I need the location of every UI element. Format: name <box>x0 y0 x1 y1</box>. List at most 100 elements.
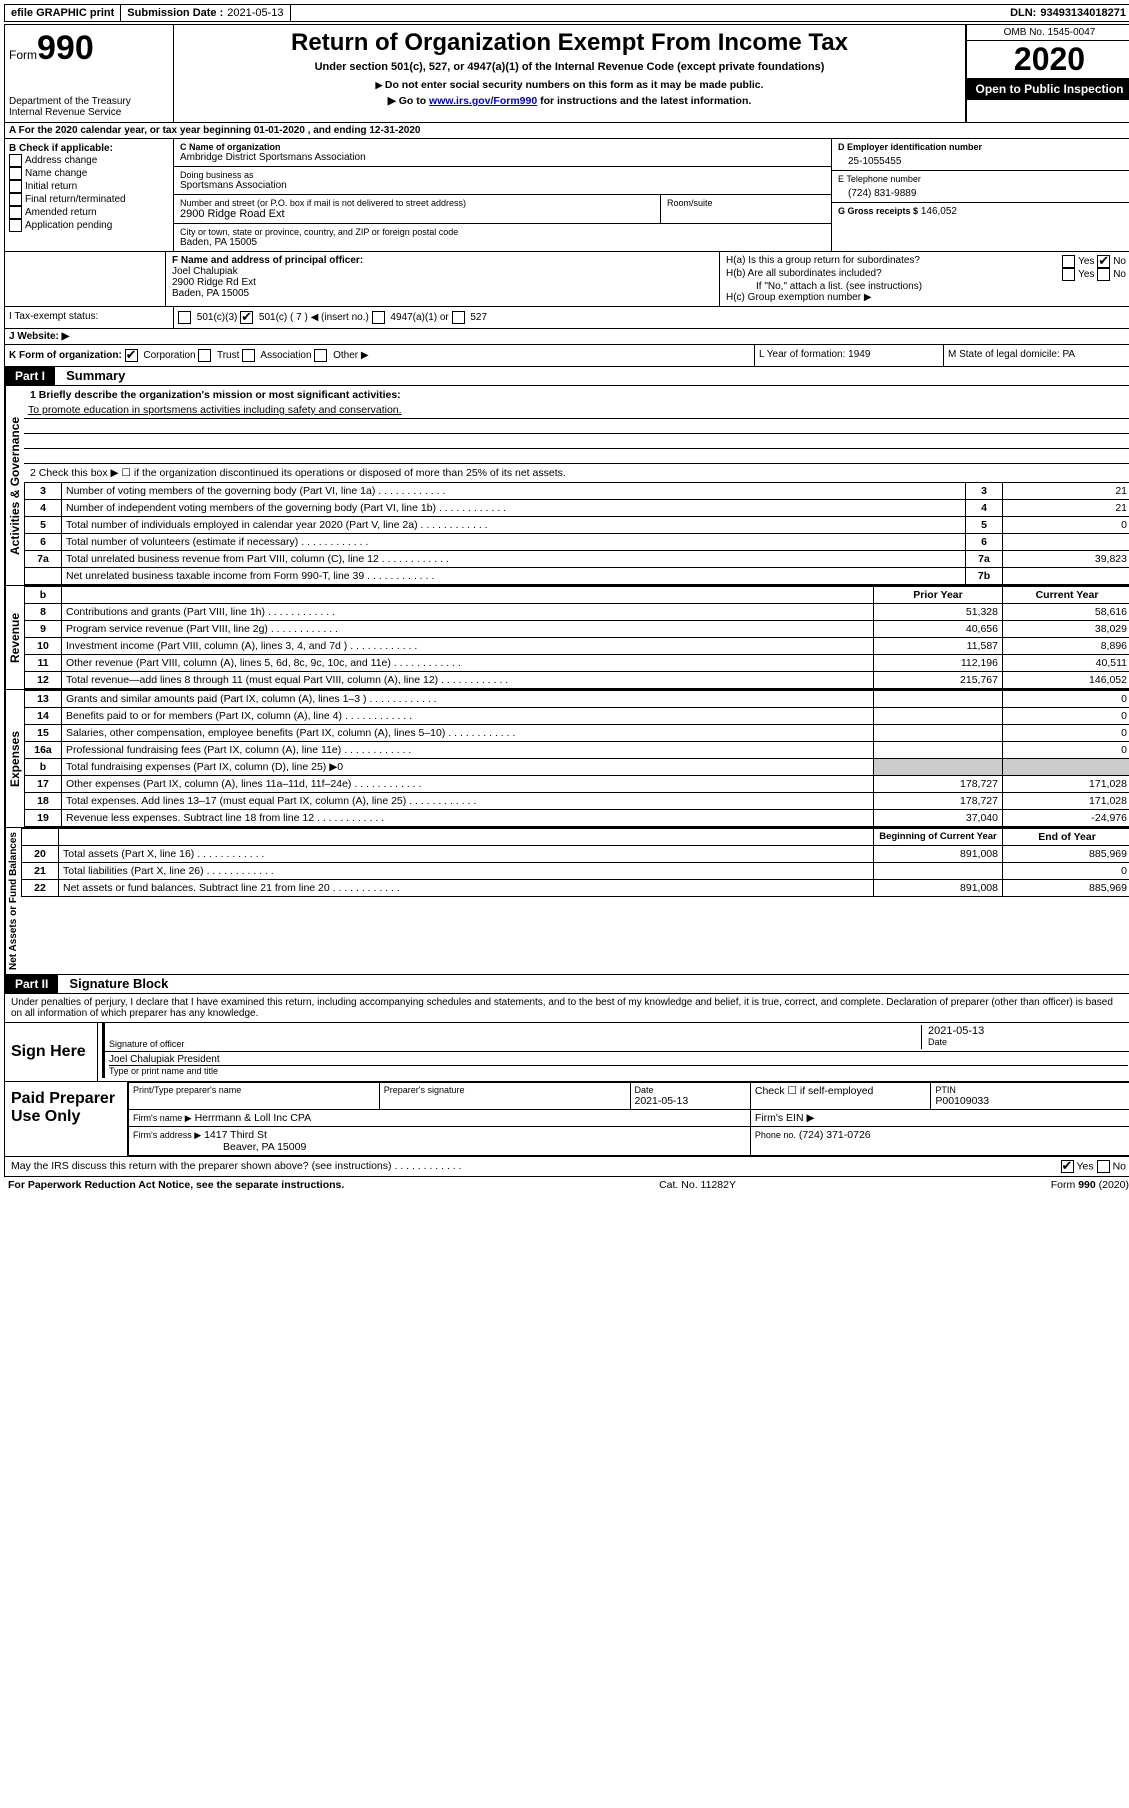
note2-post: for instructions and the latest informat… <box>537 95 751 107</box>
table-row: 19Revenue less expenses. Subtract line 1… <box>25 810 1129 827</box>
discuss-no-text: No <box>1113 1160 1126 1172</box>
dln-cell: DLN: 93493134018271 <box>1004 5 1129 21</box>
side-rev: Revenue <box>5 586 24 689</box>
dba: Sportsmans Association <box>180 180 825 191</box>
name-label: C Name of organization <box>180 142 825 152</box>
form-foot: Form 990 (2020) <box>1051 1179 1129 1191</box>
header-right: OMB No. 1545-0047 2020 Open to Public In… <box>965 25 1129 122</box>
open-inspection: Open to Public Inspection <box>967 78 1129 100</box>
prep-sig-label: Preparer's signature <box>384 1085 626 1095</box>
m-state: M State of legal domicile: PA <box>943 345 1129 366</box>
org-form-opt[interactable]: Association <box>242 350 314 361</box>
dln-label: DLN: <box>1010 7 1036 19</box>
colb-item[interactable]: Amended return <box>9 206 169 219</box>
yes-text2: Yes <box>1078 269 1094 280</box>
declaration: Under penalties of perjury, I declare th… <box>4 994 1129 1023</box>
org-form-opt[interactable]: Other ▶ <box>314 350 368 361</box>
form-note1: Do not enter social security numbers on … <box>178 79 961 91</box>
l1-label: 1 Briefly describe the organization's mi… <box>30 389 401 401</box>
hb-no[interactable] <box>1097 268 1110 281</box>
firm-addr1: 1417 Third St <box>204 1129 267 1141</box>
dln-value: 93493134018271 <box>1040 7 1126 19</box>
table-row: 8Contributions and grants (Part VIII, li… <box>25 604 1129 621</box>
table-row: Net unrelated business taxable income fr… <box>25 568 1129 585</box>
row-i: I Tax-exempt status: 501(c)(3) 501(c) ( … <box>4 307 1129 329</box>
k-label: K Form of organization: <box>9 350 122 361</box>
org-name: Ambridge District Sportsmans Association <box>180 152 825 163</box>
part1-title: Summary <box>58 368 125 383</box>
officer-name: Joel Chalupiak <box>172 266 713 277</box>
footer: For Paperwork Reduction Act Notice, see … <box>4 1177 1129 1193</box>
mission-text: To promote education in sportsmens activ… <box>24 404 1129 419</box>
tax-status-opt[interactable]: 4947(a)(1) or <box>372 312 452 323</box>
room-label: Room/suite <box>667 198 825 208</box>
phone: (724) 371-0726 <box>799 1129 871 1141</box>
gross-value: 146,052 <box>921 206 957 217</box>
table-row: 11Other revenue (Part VIII, column (A), … <box>25 655 1129 672</box>
form-subtitle: Under section 501(c), 527, or 4947(a)(1)… <box>178 61 961 73</box>
form990-link[interactable]: www.irs.gov/Form990 <box>429 95 537 107</box>
row-k: K Form of organization: Corporation Trus… <box>4 345 1129 367</box>
firm-ein-label: Firm's EIN ▶ <box>750 1110 1129 1127</box>
ha-no[interactable] <box>1097 255 1110 268</box>
colb-item[interactable]: Address change <box>9 154 169 167</box>
table-row: 7aTotal unrelated business revenue from … <box>25 551 1129 568</box>
table-row: 16aProfessional fundraising fees (Part I… <box>25 742 1129 759</box>
colb-item[interactable]: Initial return <box>9 180 169 193</box>
section-expenses: Expenses 13Grants and similar amounts pa… <box>4 690 1129 828</box>
ein: 25-1055455 <box>838 152 1126 167</box>
ptin-label: PTIN <box>935 1085 1127 1095</box>
hb-yes[interactable] <box>1062 268 1075 281</box>
part1-header: Part I <box>5 367 55 385</box>
dept-irs: Internal Revenue Service <box>9 107 169 118</box>
sig-officer-label: Signature of officer <box>109 1039 921 1049</box>
header-left: Form990 Department of the Treasury Inter… <box>5 25 174 122</box>
sign-here-label: Sign Here <box>5 1023 98 1081</box>
i-label: I Tax-exempt status: <box>5 307 174 328</box>
gross-label: G Gross receipts $ <box>838 206 918 216</box>
table-row: 10Investment income (Part VIII, column (… <box>25 638 1129 655</box>
tax-status-opt[interactable]: 501(c)(3) <box>178 312 240 323</box>
table-row: 21Total liabilities (Part X, line 26) 0 <box>22 863 1129 880</box>
submission-date: 2021-05-13 <box>227 7 283 19</box>
discuss-no[interactable] <box>1097 1160 1110 1173</box>
street: 2900 Ridge Road Ext <box>180 208 654 220</box>
tax-status-opt[interactable]: 527 <box>452 312 487 323</box>
colb-item[interactable]: Application pending <box>9 219 169 232</box>
prep-date-label: Date <box>635 1085 746 1095</box>
org-form-opt[interactable]: Trust <box>198 350 242 361</box>
discuss-yes[interactable] <box>1061 1160 1074 1173</box>
top-bar: efile GRAPHIC print Submission Date : 20… <box>4 4 1129 22</box>
colb-item[interactable]: Final return/terminated <box>9 193 169 206</box>
tax-status-opt[interactable]: 501(c) ( 7 ) ◀ (insert no.) <box>240 312 372 323</box>
section-netassets: Net Assets or Fund Balances Beginning of… <box>4 828 1129 975</box>
paid-preparer-block: Paid Preparer Use Only Print/Type prepar… <box>4 1082 1129 1157</box>
officer-addr1: 2900 Ridge Rd Ext <box>172 277 713 288</box>
form-title: Return of Organization Exempt From Incom… <box>178 29 961 57</box>
l2: 2 Check this box ▶ ☐ if the organization… <box>24 464 1129 482</box>
table-row: 13Grants and similar amounts paid (Part … <box>25 691 1129 708</box>
efile-label: efile GRAPHIC print <box>5 5 121 21</box>
table-row: 14Benefits paid to or for members (Part … <box>25 708 1129 725</box>
colb-item[interactable]: Name change <box>9 167 169 180</box>
table-row: 22Net assets or fund balances. Subtract … <box>22 880 1129 897</box>
form-header: Form990 Department of the Treasury Inter… <box>4 24 1129 123</box>
org-form-opt[interactable]: Corporation <box>125 350 199 361</box>
col-b: B Check if applicable: Address changeNam… <box>5 139 174 251</box>
table-row: 9Program service revenue (Part VIII, lin… <box>25 621 1129 638</box>
f-label: F Name and address of principal officer: <box>172 255 713 266</box>
discuss-text: May the IRS discuss this return with the… <box>11 1160 392 1172</box>
officer-typed: Joel Chalupiak President <box>109 1054 1128 1065</box>
note2-pre: Go to <box>399 95 429 107</box>
table-row: 6Total number of volunteers (estimate if… <box>25 534 1129 551</box>
table-row: 12Total revenue—add lines 8 through 11 (… <box>25 672 1129 689</box>
table-row: 17Other expenses (Part IX, column (A), l… <box>25 776 1129 793</box>
side-gov: Activities & Governance <box>5 386 24 585</box>
firm-addr-label: Firm's address ▶ <box>133 1130 201 1140</box>
form-word: Form <box>9 48 37 62</box>
tel-label: E Telephone number <box>838 174 1126 184</box>
form-number: 990 <box>37 29 94 67</box>
section-governance: Activities & Governance 1 Briefly descri… <box>4 386 1129 586</box>
ha-yes[interactable] <box>1062 255 1075 268</box>
no-text: No <box>1113 256 1126 267</box>
